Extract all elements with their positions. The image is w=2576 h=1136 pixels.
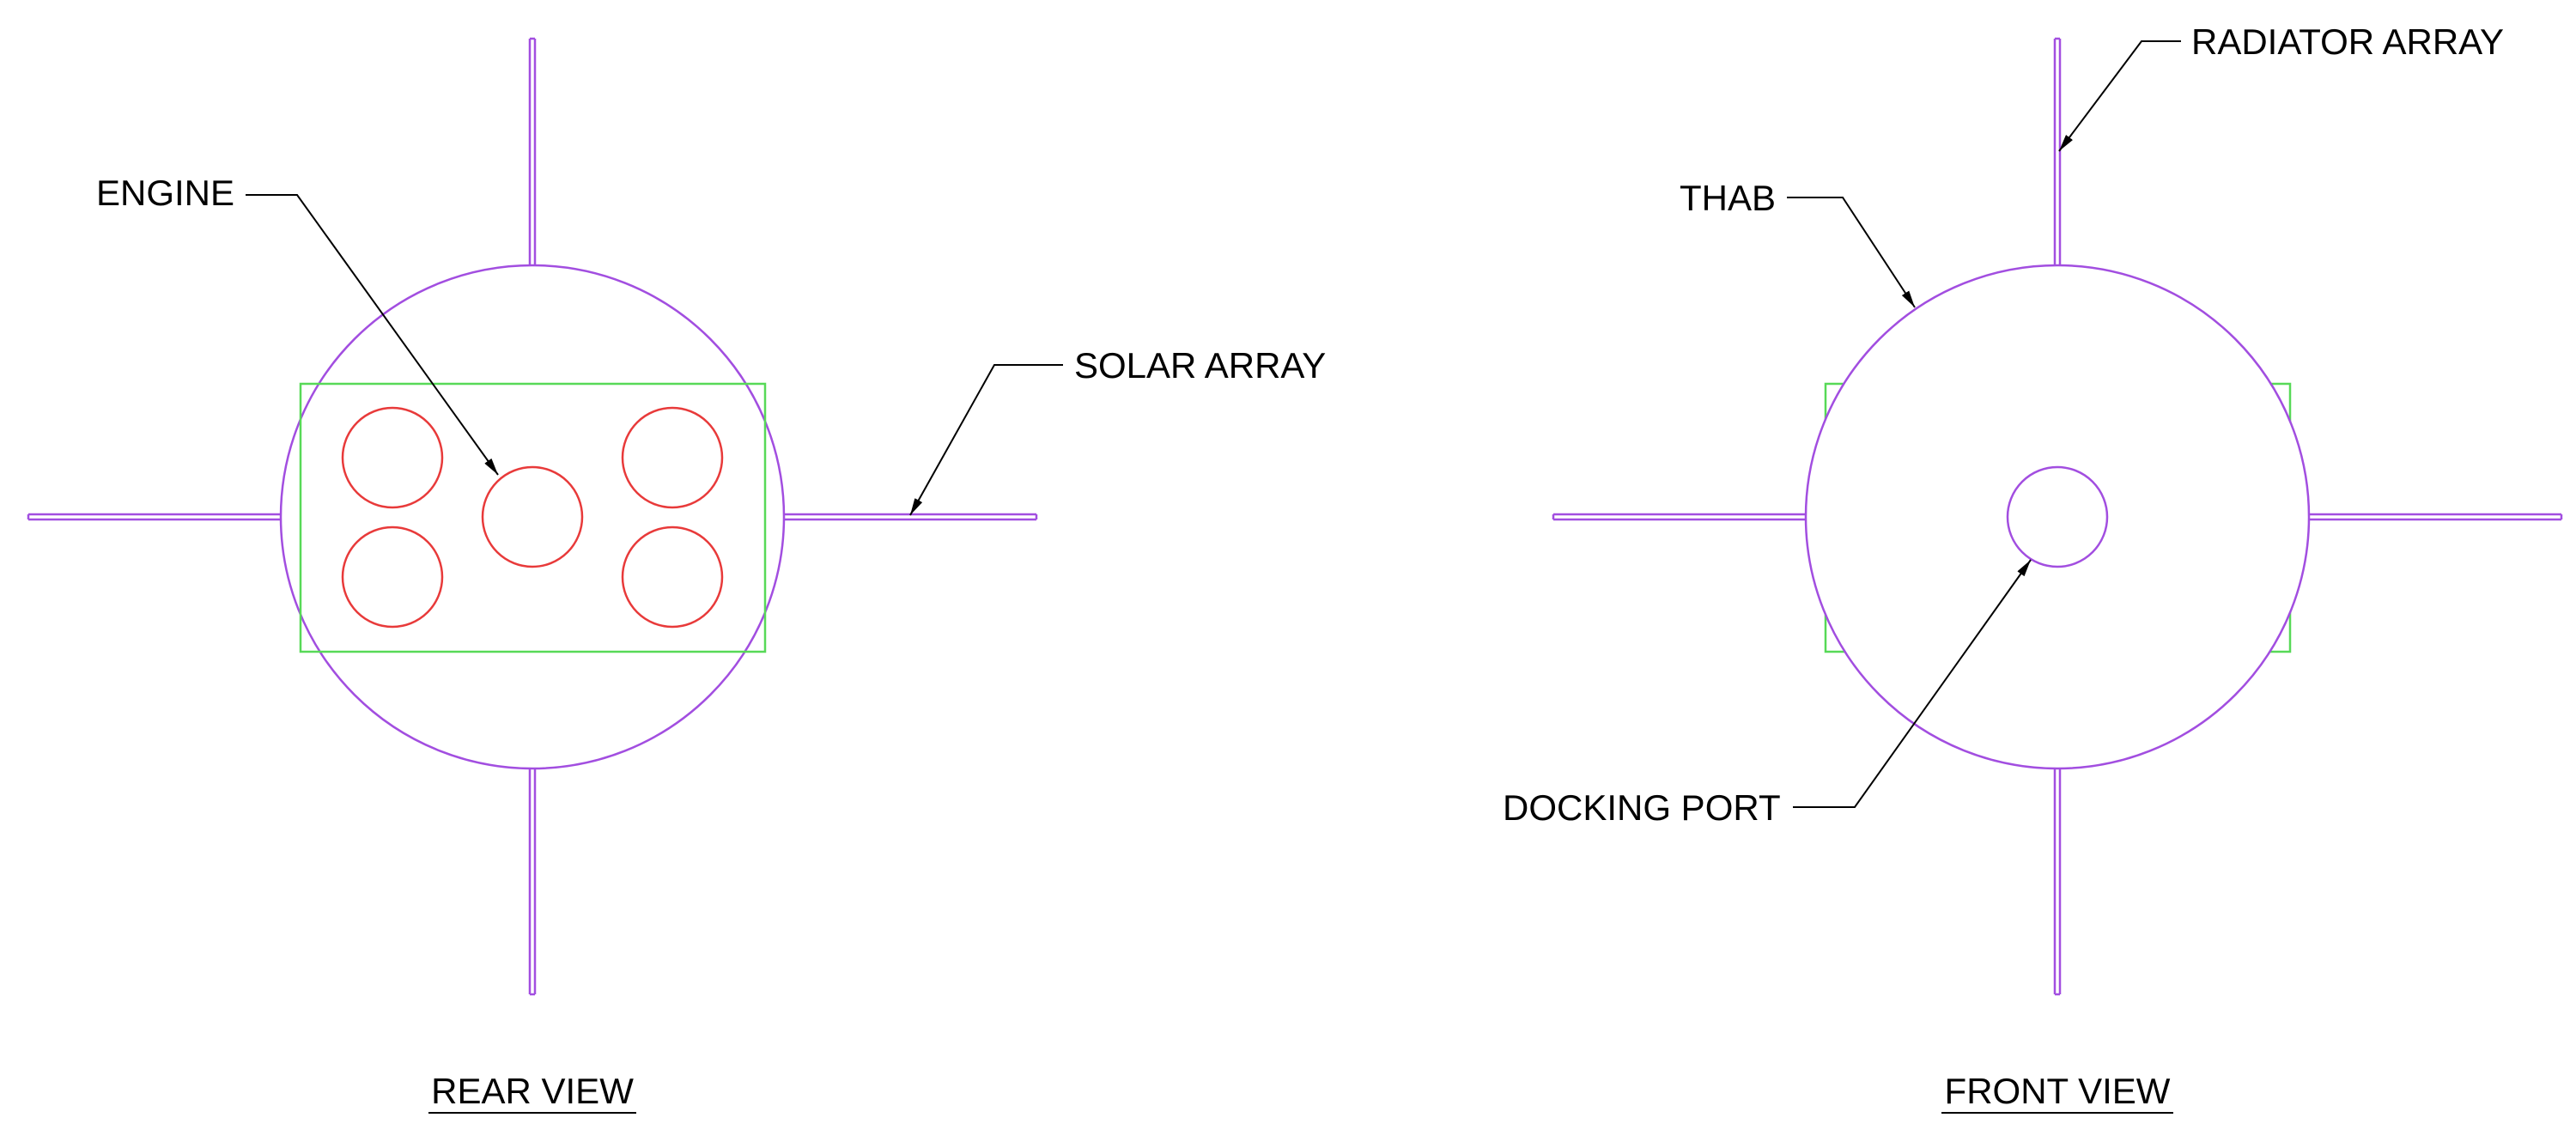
engine-circle <box>341 525 444 629</box>
solar-array-label: SOLAR ARRAY <box>1074 345 1326 386</box>
front-view: RADIATOR ARRAY THAB DOCKING PORT FRONT V… <box>1503 21 2563 1114</box>
docking-port-circle <box>2006 465 2109 568</box>
radiator-array-leader <box>2058 40 2181 152</box>
thab-leader <box>1787 197 1916 308</box>
engine-circle <box>621 525 724 629</box>
front-hull-fill <box>1806 265 2309 768</box>
radiator-array-label: RADIATOR ARRAY <box>2191 21 2504 62</box>
docking-port-label: DOCKING PORT <box>1503 787 1781 828</box>
rear-engines <box>341 406 724 629</box>
front-radiator-array <box>2053 37 2062 996</box>
front-solar-array <box>1552 513 2563 521</box>
engine-circle-center <box>481 465 584 568</box>
engine-circle <box>341 406 444 509</box>
solar-array-leader <box>909 364 1063 516</box>
rear-hull-circle <box>279 264 786 770</box>
docking-port-leader <box>1793 559 2032 808</box>
rear-radiator-array <box>528 37 537 996</box>
rear-engine-block <box>299 382 767 653</box>
front-hull-circle <box>1804 264 2311 770</box>
rear-view: ENGINE SOLAR ARRAY REAR VIEW <box>27 37 1326 1114</box>
thab-label: THAB <box>1680 178 1776 218</box>
engine-leader <box>246 194 499 476</box>
rear-solar-array <box>27 513 1038 521</box>
front-view-title: FRONT VIEW <box>1945 1071 2171 1111</box>
rear-view-title: REAR VIEW <box>431 1071 634 1111</box>
engine-label: ENGINE <box>96 173 234 213</box>
engine-circle <box>621 406 724 509</box>
